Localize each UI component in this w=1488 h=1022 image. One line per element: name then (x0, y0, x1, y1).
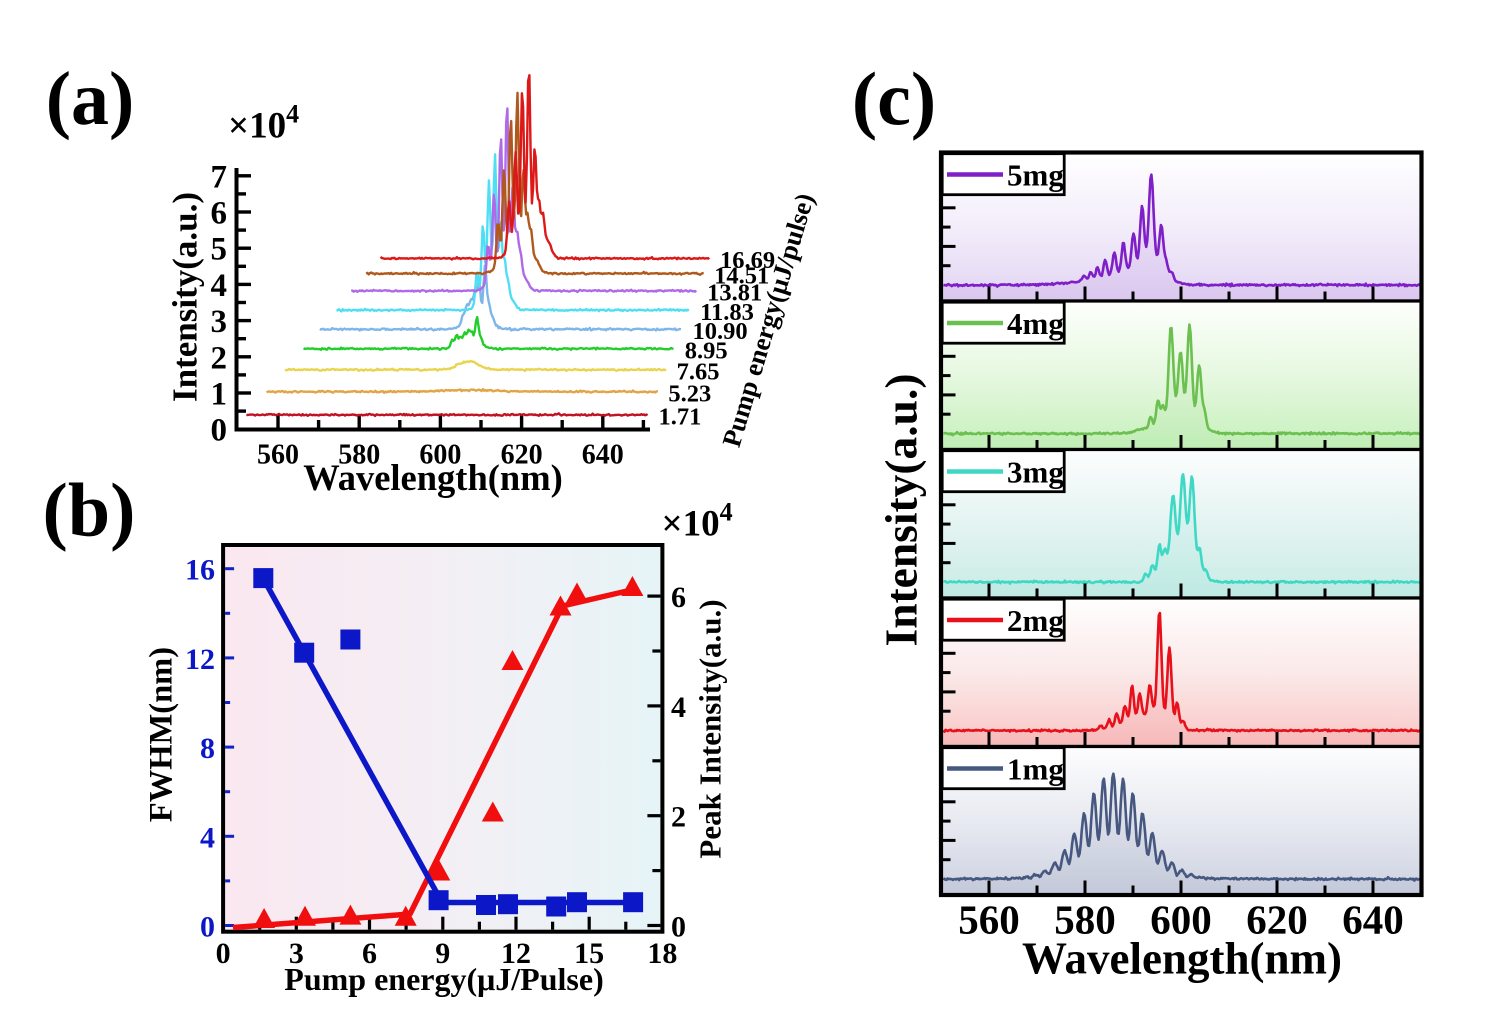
svg-text:580: 580 (1054, 897, 1116, 943)
svg-text:5: 5 (211, 232, 228, 268)
svg-text:640: 640 (582, 440, 624, 471)
svg-text:1: 1 (211, 377, 228, 413)
svg-text:Pump energy(μJ/Pulse): Pump energy(μJ/Pulse) (284, 961, 603, 997)
svg-text:9: 9 (435, 937, 450, 970)
svg-text:16: 16 (185, 554, 215, 587)
svg-text:4: 4 (671, 691, 686, 724)
svg-text:0: 0 (211, 413, 228, 449)
svg-text:620: 620 (1246, 897, 1308, 943)
svg-text:3mg: 3mg (1007, 455, 1064, 490)
svg-text:560: 560 (958, 897, 1020, 943)
svg-text:1mg: 1mg (1007, 752, 1064, 787)
svg-text:6: 6 (211, 196, 228, 232)
svg-text:2: 2 (211, 340, 228, 376)
svg-text:(b): (b) (43, 469, 136, 553)
svg-text:6: 6 (362, 937, 377, 970)
svg-text:0: 0 (216, 937, 231, 970)
svg-text:11.83: 11.83 (700, 299, 754, 326)
svg-text:FWHM(nm): FWHM(nm) (144, 647, 180, 822)
svg-text:2: 2 (671, 801, 686, 834)
svg-text:7.65: 7.65 (677, 359, 720, 386)
svg-text:Peak Intensity(a.u.): Peak Intensity(a.u.) (693, 599, 728, 858)
svg-text:16.69: 16.69 (720, 247, 775, 274)
svg-text:13.81: 13.81 (707, 280, 762, 307)
svg-text:560: 560 (257, 440, 299, 471)
svg-text:5mg: 5mg (1007, 158, 1064, 193)
svg-text:0: 0 (200, 911, 215, 944)
svg-text:0: 0 (671, 911, 686, 944)
svg-text:Intensity(a.u.): Intensity(a.u.) (166, 192, 205, 402)
svg-text:640: 640 (1342, 897, 1404, 943)
svg-text:(c): (c) (852, 58, 936, 142)
svg-text:1.71: 1.71 (659, 404, 702, 431)
svg-text:Wavelength(nm): Wavelength(nm) (1022, 934, 1342, 984)
svg-text:18: 18 (647, 937, 677, 970)
svg-text:600: 600 (1150, 897, 1212, 943)
svg-text:6: 6 (671, 581, 686, 614)
svg-text:7: 7 (211, 159, 228, 195)
svg-text:5.23: 5.23 (668, 381, 711, 408)
svg-text:(a): (a) (46, 57, 135, 141)
svg-text:4mg: 4mg (1007, 306, 1064, 341)
svg-text:10.90: 10.90 (693, 318, 748, 345)
svg-text:4: 4 (200, 821, 215, 854)
svg-text:Wavelength(nm): Wavelength(nm) (303, 457, 563, 498)
svg-text:8: 8 (200, 732, 215, 765)
svg-text:620: 620 (501, 440, 543, 471)
svg-text:Intensity(a.u.): Intensity(a.u.) (876, 373, 927, 646)
svg-text:3: 3 (211, 304, 228, 340)
svg-text:12: 12 (501, 937, 531, 970)
svg-text:8.95: 8.95 (685, 338, 728, 365)
svg-text:14.51: 14.51 (714, 262, 769, 289)
svg-text:12: 12 (185, 643, 215, 676)
svg-text:580: 580 (338, 440, 380, 471)
svg-text:2mg: 2mg (1007, 603, 1064, 638)
svg-text:15: 15 (574, 937, 604, 970)
svg-text:4: 4 (211, 268, 228, 304)
svg-text:600: 600 (419, 440, 461, 471)
svg-text:3: 3 (289, 937, 304, 970)
